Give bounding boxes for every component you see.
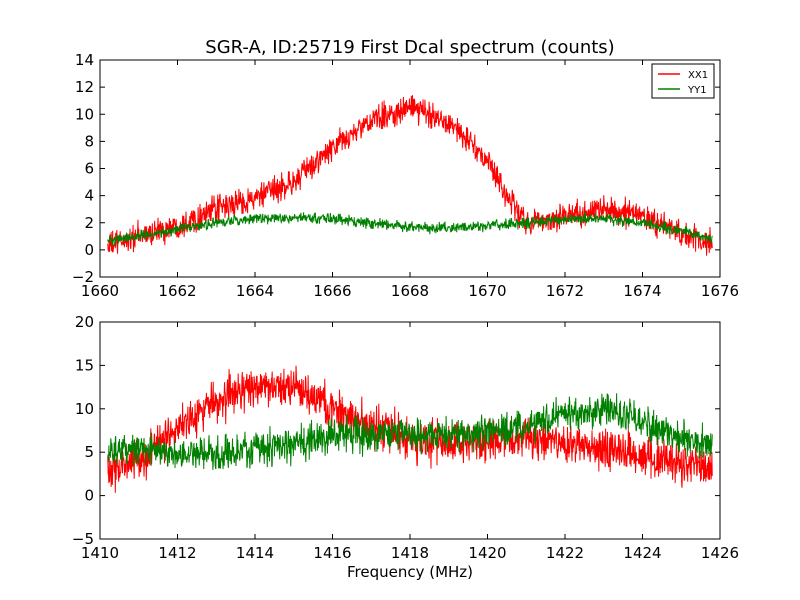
bottom-plot-area: 1410 1412 1414 1416 1418 1420 1422 1424 1426 −5 0 5…: [72, 313, 739, 562]
x-tick-label: 1668: [391, 282, 429, 300]
y-tick-label: 0: [84, 241, 94, 259]
top-chart: SGR-A, ID:25719 First Dcal spectrum (cou…: [72, 37, 739, 300]
top-chart-legend: XX1 YY1: [651, 63, 715, 99]
x-tick-label: 1412: [158, 544, 196, 562]
y-tick-label: 6: [84, 160, 94, 178]
y-tick-label: 8: [84, 132, 94, 150]
y-tick-label: 2: [84, 214, 94, 232]
top-chart-title: SGR-A, ID:25719 First Dcal spectrum (cou…: [205, 37, 614, 58]
series-group: [107, 95, 713, 256]
x-tick-label: 1676: [701, 282, 739, 300]
x-tick-label: 1666: [313, 282, 351, 300]
y-tick-label: −2: [72, 268, 94, 286]
x-tick-label: 1418: [391, 544, 429, 562]
y-tick-label: 12: [75, 78, 94, 96]
series-group: [107, 365, 713, 493]
x-tick-label: 1424: [623, 544, 661, 562]
series-xx1-line: [107, 95, 713, 256]
legend-box: [651, 63, 715, 99]
x-tick-label: 1664: [236, 282, 274, 300]
x-tick-label: 1674: [623, 282, 661, 300]
bottom-chart: 1410 1412 1414 1416 1418 1420 1422 1424 1426 −5 0 5…: [72, 313, 739, 581]
y-tick-label: 5: [84, 443, 94, 461]
y-tick-label: 10: [75, 400, 94, 418]
x-tick-label: 1416: [313, 544, 351, 562]
x-tick-label: 1662: [158, 282, 196, 300]
top-plot-area: 1660 1662 1664 1666 1668 1670 1672 1674 1676 −2 0 2…: [72, 51, 739, 300]
y-tick-label: 14: [75, 51, 94, 69]
x-tick-label: 1422: [546, 544, 584, 562]
series-yy1-line: [107, 211, 713, 247]
y-tick-label: 4: [84, 187, 94, 205]
series-yy1-line: [107, 393, 713, 470]
legend-xx1-label: XX1: [688, 70, 708, 81]
y-tick-label: 10: [75, 105, 94, 123]
y-tick-label: 15: [75, 356, 94, 374]
y-tick-label: 20: [75, 313, 94, 331]
y-tick-label: −5: [72, 530, 94, 548]
legend-yy1-label: YY1: [687, 85, 707, 96]
x-tick-label: 1670: [468, 282, 506, 300]
x-tick-label: 1414: [236, 544, 274, 562]
x-tick-label: 1672: [546, 282, 584, 300]
x-tick-label: 1410: [81, 544, 119, 562]
x-tick-label: 1660: [81, 282, 119, 300]
x-tick-label: 1420: [468, 544, 506, 562]
bottom-chart-xlabel: Frequency (MHz): [347, 563, 473, 581]
x-tick-label: 1426: [701, 544, 739, 562]
y-tick-label: 0: [84, 487, 94, 505]
